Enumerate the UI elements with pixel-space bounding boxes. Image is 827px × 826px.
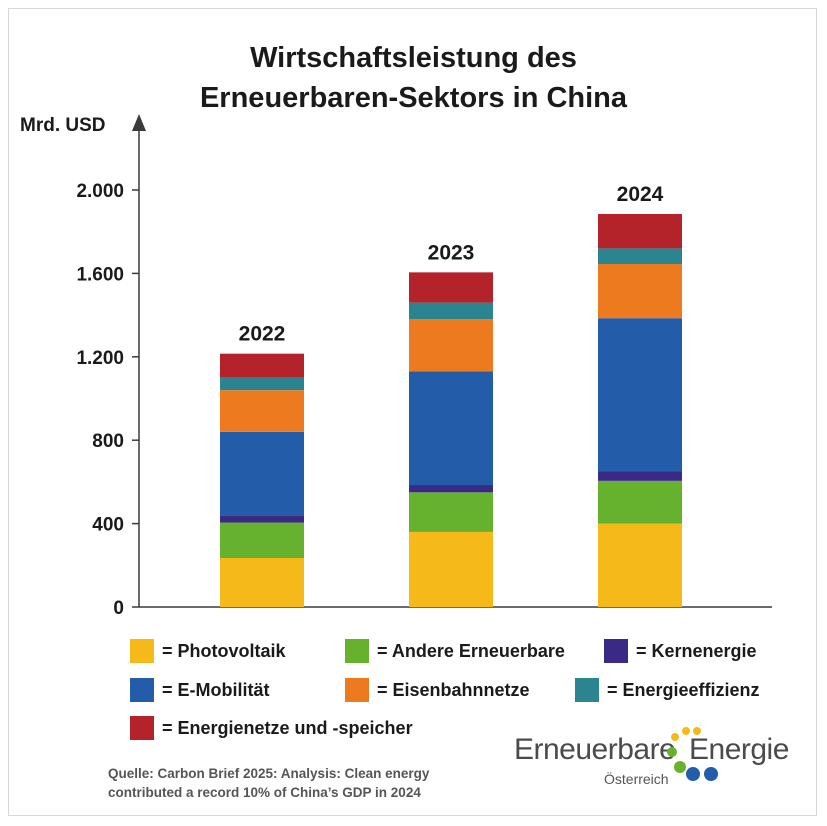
bar-label-2024: 2024 — [617, 183, 664, 206]
bar-segment-2023-kernenergie — [409, 485, 493, 493]
image-frame — [8, 8, 817, 816]
bar-segment-2022-energieeffizienz — [220, 377, 304, 391]
bar-segment-2022-photovoltaik — [220, 558, 304, 607]
bar-segment-2024-e-mobilit-t — [598, 318, 682, 472]
bar-segment-2023-e-mobilit-t — [409, 371, 493, 486]
logo-subtitle: Österreich — [604, 771, 669, 787]
logo-dot-yellow-1 — [671, 733, 679, 741]
source-line-2: contributed a record 10% of China’s GDP … — [108, 785, 421, 800]
logo-erneuerbare-energie: Erneuerbare Energie Österreich — [514, 727, 794, 793]
bar-segment-2024-energieeffizienz — [598, 248, 682, 265]
bar-label-2023: 2023 — [428, 241, 475, 264]
bar-label-2022: 2022 — [239, 323, 286, 346]
y-axis-label: Mrd. USD — [20, 115, 106, 136]
chart-title: Wirtschaftsleistung des Erneuerbaren-Sek… — [0, 38, 827, 118]
logo-dot-green-2 — [674, 761, 686, 773]
bar-segment-2022-energienetze-und-speicher — [220, 353, 304, 378]
logo-dot-yellow-2 — [682, 727, 690, 735]
bar-segment-2023-energienetze-und-speicher — [409, 272, 493, 303]
bar-segment-2022-kernenergie — [220, 515, 304, 523]
source-line-1: Quelle: Carbon Brief 2025: Analysis: Cle… — [108, 766, 430, 781]
bar-segment-2024-andere-erneuerbare — [598, 480, 682, 524]
chart-title-line-1: Wirtschaftsleistung des — [250, 42, 577, 74]
bar-segment-2024-kernenergie — [598, 471, 682, 481]
logo-dot-green-1 — [667, 747, 677, 757]
y-tick-label: 2.000 — [76, 181, 124, 202]
y-axis-arrow-icon — [132, 114, 146, 131]
logo-dot-yellow-3 — [693, 727, 701, 735]
logo-dot-blue-1 — [686, 767, 700, 781]
logo-word-erneuerbare: Erneuerbare — [514, 733, 676, 766]
y-tick-label: 0 — [113, 598, 124, 619]
y-tick-label: 1.200 — [76, 348, 124, 369]
bar-segment-2023-andere-erneuerbare — [409, 492, 493, 532]
bar-segment-2022-eisenbahnnetze — [220, 390, 304, 432]
bar-segment-2022-andere-erneuerbare — [220, 522, 304, 559]
y-tick-label: 1.600 — [76, 264, 124, 285]
y-tick-label: 800 — [92, 431, 124, 452]
bar-segment-2023-photovoltaik — [409, 531, 493, 607]
bar-segment-2023-eisenbahnnetze — [409, 319, 493, 372]
bar-segment-2024-eisenbahnnetze — [598, 264, 682, 319]
y-tick-label: 400 — [92, 515, 124, 536]
bar-segment-2023-energieeffizienz — [409, 302, 493, 320]
logo-word-energie: Energie — [689, 733, 789, 766]
bar-segment-2022-e-mobilit-t — [220, 431, 304, 516]
logo-dot-blue-2 — [704, 767, 718, 781]
chart-title-line-2: Erneuerbaren-Sektors in China — [199, 82, 628, 114]
source-note: Quelle: Carbon Brief 2025: Analysis: Cle… — [108, 764, 429, 802]
bar-segment-2024-photovoltaik — [598, 523, 682, 607]
bar-segment-2024-energienetze-und-speicher — [598, 213, 682, 249]
